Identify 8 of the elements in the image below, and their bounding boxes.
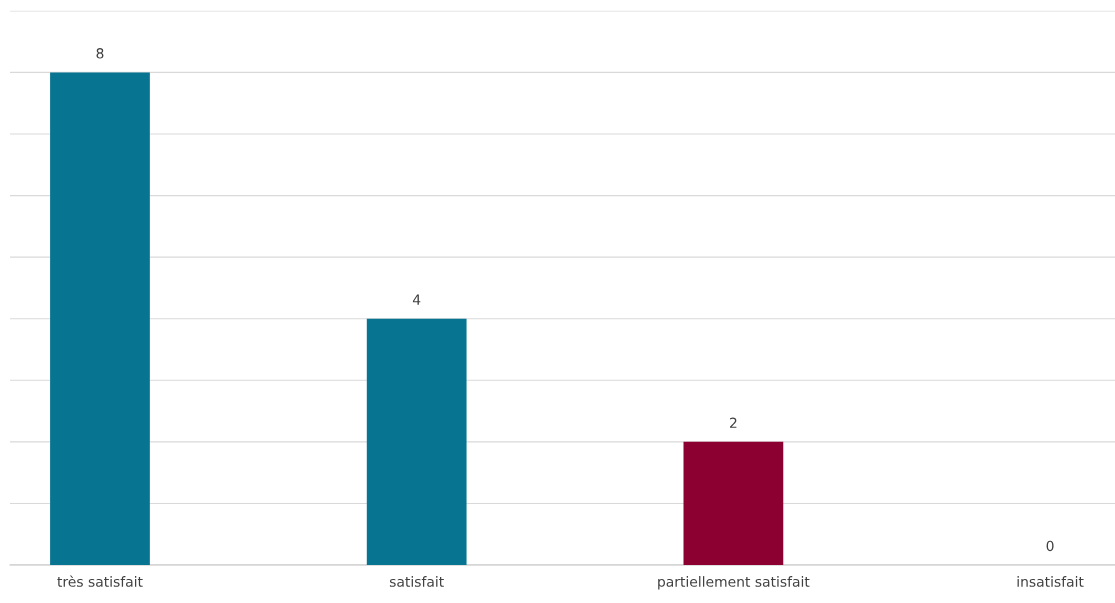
data-label: 4 [412, 294, 421, 305]
x-tick-label: très satisfait [57, 575, 143, 587]
data-label: 8 [96, 48, 104, 59]
x-tick-label: partiellement satisfait [658, 576, 810, 590]
data-label: 0 [1046, 540, 1054, 552]
x-tick-label: insatisfait [1017, 576, 1084, 587]
data-label: 2 [729, 417, 737, 428]
x-tick-label: satisfait [389, 576, 444, 587]
